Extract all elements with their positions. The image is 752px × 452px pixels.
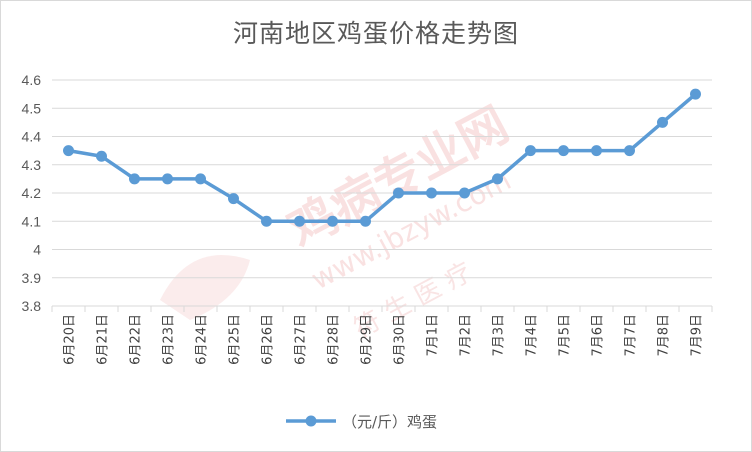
data-point	[492, 173, 503, 185]
data-point	[591, 145, 602, 157]
data-point	[327, 215, 338, 227]
y-tick-label: 4.6	[22, 72, 42, 88]
watermark-logo-icon	[160, 255, 250, 320]
data-point	[162, 173, 173, 185]
y-tick-label: 4.2	[22, 185, 42, 201]
data-point	[195, 173, 206, 185]
x-tick-label: 6月22日	[129, 314, 144, 365]
gridlines	[52, 79, 712, 307]
y-tick-label: 4.4	[22, 129, 42, 145]
y-tick-label: 4.5	[22, 100, 42, 116]
x-tick-label: 6月29日	[360, 314, 375, 365]
data-point	[129, 173, 140, 185]
legend-marker-icon	[305, 415, 317, 427]
legend: （元/斤）鸡蛋	[286, 413, 437, 431]
data-point	[360, 215, 371, 227]
data-point	[96, 150, 107, 162]
data-point	[63, 145, 74, 157]
data-point	[426, 187, 437, 199]
x-tick-label: 6月30日	[393, 314, 408, 365]
x-tick-label: 6月20日	[63, 314, 78, 365]
x-tick-label: 7月6日	[591, 314, 606, 357]
data-point	[624, 145, 635, 157]
data-point	[525, 145, 536, 157]
x-tick-label: 7月1日	[426, 314, 441, 357]
x-tick-label: 6月26日	[261, 314, 276, 365]
x-tick-label: 7月8日	[657, 314, 672, 357]
legend-label: （元/斤）鸡蛋	[342, 413, 437, 431]
x-tick-label: 6月28日	[327, 314, 342, 365]
y-tick-label: 3.9	[22, 270, 42, 286]
y-tick-label: 4	[33, 242, 41, 258]
x-axis: 6月20日 6月21日 6月22日 6月23日 6月24日 6月25日 6月26日 6月27日…	[51, 306, 713, 365]
data-point	[393, 187, 404, 199]
data-point	[690, 88, 701, 100]
data-point	[558, 145, 569, 157]
x-tick-label: 7月5日	[558, 314, 573, 357]
data-point	[228, 193, 239, 205]
data-point	[459, 187, 470, 199]
x-tick-label: 7月4日	[525, 314, 540, 357]
y-tick-label: 3.8	[22, 298, 42, 314]
x-tick-label: 6月23日	[162, 314, 177, 365]
chart-title: 河南地区鸡蛋价格走势图	[232, 19, 519, 48]
x-tick-label: 6月25日	[228, 314, 243, 365]
x-tick-label: 6月24日	[195, 314, 210, 365]
y-axis: 3.8 3.9 4 4.1 4.2 4.3 4.4 4.5 4.6	[22, 72, 42, 314]
y-tick-label: 4.1	[22, 213, 42, 229]
x-tick-label: 7月3日	[492, 314, 507, 357]
x-tick-label: 7月9日	[690, 314, 705, 357]
data-point	[657, 116, 668, 128]
x-tick-label: 6月27日	[294, 314, 309, 365]
x-tick-label: 6月21日	[96, 314, 111, 365]
data-point	[294, 215, 305, 227]
x-tick-label: 7月7日	[624, 314, 639, 357]
y-tick-label: 4.3	[22, 157, 42, 173]
x-tick-label: 7月2日	[459, 314, 474, 357]
data-point	[261, 215, 272, 227]
series-line	[63, 88, 701, 227]
